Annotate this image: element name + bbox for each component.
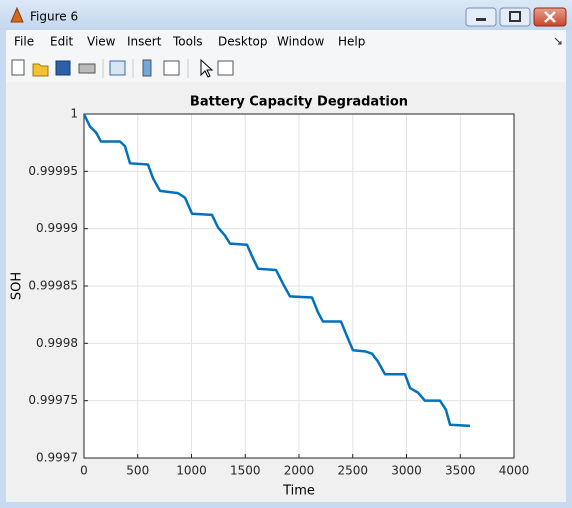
open-icon[interactable] [32,63,49,77]
x-tick-label: 500 [126,464,149,478]
maximize-button[interactable] [499,7,531,27]
y-tick-label: 0.9999 [36,221,78,235]
x-tick-label: 2500 [337,464,368,478]
menu-item[interactable]: Insert [127,35,162,49]
menu-item[interactable]: View [87,35,116,49]
x-tick-label: 0 [80,464,88,478]
menu-item[interactable]: Help [338,35,365,49]
x-tick-label: 4000 [499,464,530,478]
menu-bar [6,30,566,52]
colorbar-icon[interactable] [142,59,152,77]
x-tick-label: 1500 [230,464,261,478]
x-tick-label: 3500 [445,464,476,478]
x-axis-label: Time [282,484,315,499]
new-icon[interactable] [11,59,25,76]
minimize-icon [476,18,486,21]
save-icon[interactable] [55,60,71,76]
x-tick-label: 2000 [284,464,315,478]
y-tick-label: 0.99985 [28,279,78,293]
menu-item[interactable]: Desktop [218,35,268,49]
link-icon[interactable] [109,60,126,76]
x-tick-label: 3000 [391,464,422,478]
menu-item[interactable]: Edit [50,35,74,49]
toolbar-icons [11,58,234,78]
y-tick-label: 0.99975 [28,393,78,407]
menu-item[interactable]: File [14,35,34,49]
app-icon [10,6,24,23]
minimize-button[interactable] [465,7,497,27]
data-line [82,113,471,428]
property-icon[interactable] [217,60,234,76]
legend-icon[interactable] [163,60,180,76]
y-tick-label: 0.9998 [36,336,78,350]
print-icon[interactable] [78,63,96,74]
y-tick-label: 0.9997 [36,451,78,465]
menu-item[interactable]: Window [277,35,325,49]
menu-item[interactable]: Tools [172,35,203,49]
pointer-icon[interactable] [200,58,214,78]
window-title: Figure 6 [30,10,78,24]
axes-box [83,113,515,459]
y-tick-label: 1 [70,107,78,121]
x-tick-label: 1000 [176,464,207,478]
chart-title: Battery Capacity Degradation [190,95,408,110]
y-axis-label: SOH [10,272,25,300]
dock-arrow[interactable] [554,37,562,45]
maximize-icon [509,11,521,22]
y-tick-label: 0.99995 [28,164,78,178]
close-icon [544,11,556,23]
toolbar [6,52,566,82]
